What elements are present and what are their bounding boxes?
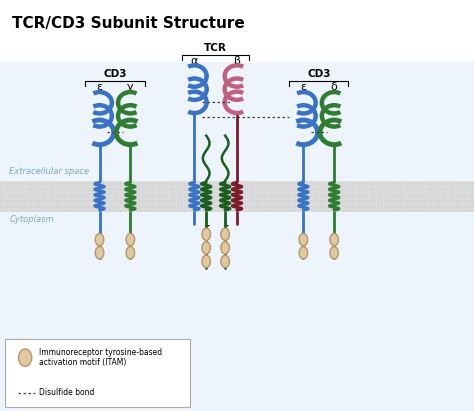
Text: Extracellular space: Extracellular space: [9, 167, 90, 176]
Ellipse shape: [95, 247, 104, 259]
Text: β: β: [234, 56, 240, 66]
Ellipse shape: [221, 255, 229, 268]
Ellipse shape: [330, 247, 338, 259]
Text: ζ: ζ: [203, 225, 209, 235]
Ellipse shape: [202, 228, 210, 240]
Text: CD3: CD3: [307, 69, 330, 79]
Ellipse shape: [95, 233, 104, 246]
Ellipse shape: [221, 228, 229, 240]
FancyBboxPatch shape: [0, 62, 474, 411]
Ellipse shape: [299, 233, 308, 246]
Ellipse shape: [221, 242, 229, 254]
FancyBboxPatch shape: [0, 0, 474, 62]
Text: ε: ε: [301, 83, 306, 92]
Ellipse shape: [126, 247, 135, 259]
FancyBboxPatch shape: [5, 339, 190, 407]
Text: Cytoplasm: Cytoplasm: [9, 215, 54, 224]
Text: α: α: [191, 56, 198, 66]
Text: γ: γ: [127, 83, 134, 92]
FancyBboxPatch shape: [0, 181, 474, 212]
Text: CD3: CD3: [103, 69, 127, 79]
Text: Immunoreceptor tyrosine-based
activation motif (ITAM): Immunoreceptor tyrosine-based activation…: [39, 348, 163, 367]
Text: ζ: ζ: [222, 225, 228, 235]
Ellipse shape: [330, 233, 338, 246]
Ellipse shape: [299, 247, 308, 259]
Text: Disulfide bond: Disulfide bond: [39, 388, 95, 397]
Text: ε: ε: [97, 83, 102, 92]
Ellipse shape: [202, 255, 210, 268]
Ellipse shape: [126, 233, 135, 246]
Text: TCR/CD3 Subunit Structure: TCR/CD3 Subunit Structure: [12, 16, 245, 31]
Text: δ: δ: [331, 83, 337, 92]
Ellipse shape: [18, 349, 32, 366]
Ellipse shape: [202, 242, 210, 254]
Text: TCR: TCR: [204, 43, 227, 53]
